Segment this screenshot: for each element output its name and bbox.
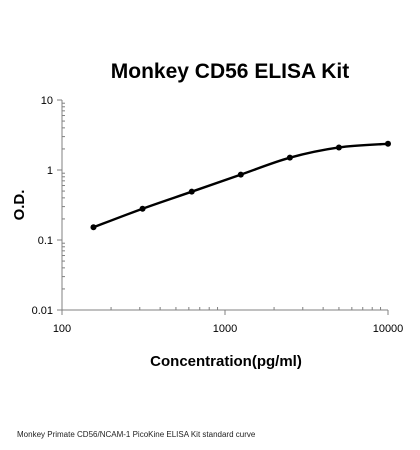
y-tick-label: 10 — [41, 95, 53, 107]
data-point — [385, 140, 391, 147]
data-point — [90, 224, 97, 231]
data-point — [139, 205, 146, 212]
data-point — [335, 144, 342, 151]
y-axis-label: O.D. — [11, 190, 28, 221]
series-line — [93, 142, 389, 229]
data-point — [188, 188, 195, 195]
figure-caption: Monkey Primate CD56/NCAM-1 PicoKine ELIS… — [17, 430, 256, 439]
data-series — [90, 140, 391, 231]
data-point — [286, 154, 293, 161]
x-tick-label: 1000 — [213, 323, 237, 335]
axis-ticks: 0.01 0.1 1 10 100 1000 10000 — [32, 95, 404, 335]
y-tick-label: 0.01 — [32, 305, 53, 317]
y-tick-label: 1 — [47, 165, 53, 177]
data-point — [237, 171, 244, 178]
x-tick-label: 100 — [53, 323, 71, 335]
axes — [61, 100, 388, 311]
chart-title: Monkey CD56 ELISA Kit — [111, 60, 349, 83]
x-axis-label: Concentration(pg/ml) — [150, 353, 302, 370]
x-tick-label: 10000 — [373, 323, 404, 335]
y-tick-label: 0.1 — [38, 235, 53, 247]
standard-curve-chart: Monkey CD56 ELISA Kit O.D. Concentration… — [11, 60, 404, 370]
